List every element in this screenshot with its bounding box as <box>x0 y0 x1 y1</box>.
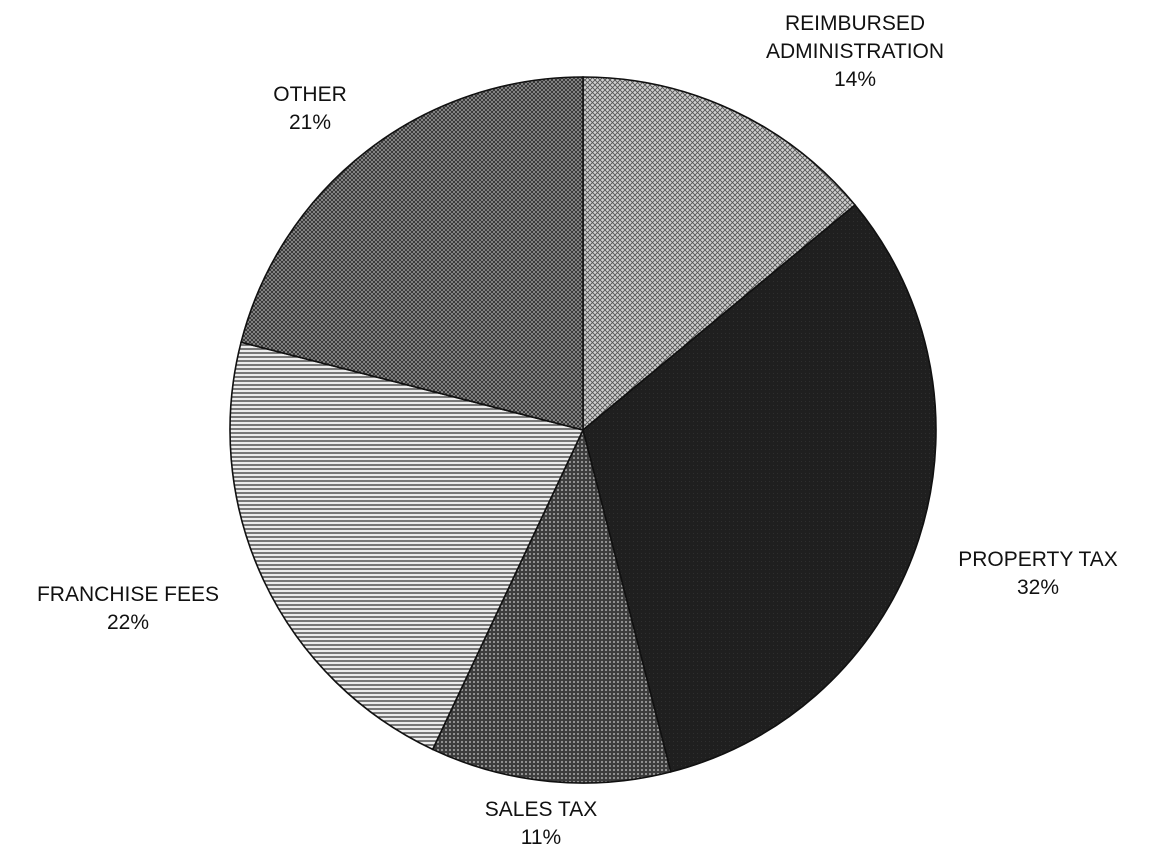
slice-percent: 11% <box>521 826 561 849</box>
pie-slice-property-tax <box>582 203 937 773</box>
pie-slice-other <box>240 76 584 432</box>
pie-labels: REIMBURSED ADMINISTRATION 14% PROPERTY TAX 3… <box>37 12 1118 849</box>
slice-label-reimbursed-administration: REIMBURSED ADMINISTRATION 14% <box>766 12 944 91</box>
slice-label-other: OTHER 21% <box>273 83 347 134</box>
slice-name-line: OTHER <box>273 83 347 106</box>
slice-label-property-tax: PROPERTY TAX 32% <box>958 548 1118 599</box>
slice-percent: 21% <box>289 111 331 134</box>
slice-name-line: REIMBURSED <box>785 12 925 35</box>
slice-label-sales-tax: SALES TAX 11% <box>485 798 597 849</box>
slice-name-line: PROPERTY TAX <box>958 548 1118 571</box>
slice-name-line: SALES TAX <box>485 798 597 821</box>
pie-slices <box>229 76 937 784</box>
pie-slice-reimbursed-administration <box>582 76 857 432</box>
slice-name-line: ADMINISTRATION <box>766 40 944 63</box>
slice-percent: 22% <box>107 611 149 634</box>
slice-percent: 14% <box>834 68 876 91</box>
slice-percent: 32% <box>1017 576 1059 599</box>
slice-label-franchise-fees: FRANCHISE FEES 22% <box>37 583 219 634</box>
slice-name-line: FRANCHISE FEES <box>37 583 219 606</box>
pie-slice-franchise-fees <box>229 341 585 751</box>
pie-slice-sales-tax <box>431 427 672 784</box>
